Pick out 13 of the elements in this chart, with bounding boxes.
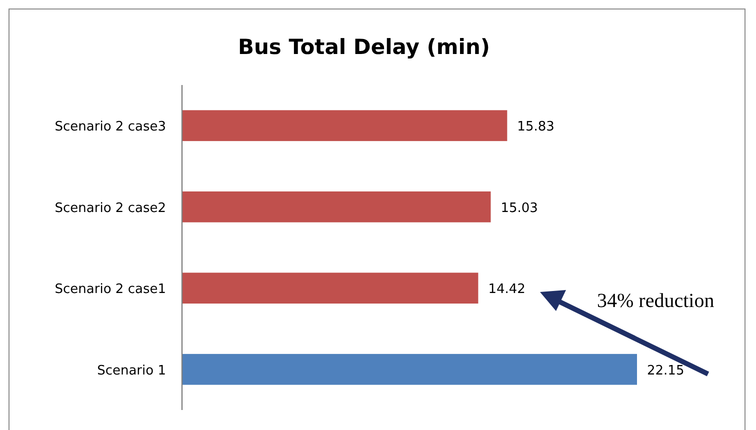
y-tick-label: Scenario 1 xyxy=(97,363,166,378)
y-tick-label: Scenario 2 case2 xyxy=(54,200,166,216)
bar xyxy=(182,272,478,304)
data-label: 15.03 xyxy=(500,200,538,216)
chart-title: Bus Total Delay (min) xyxy=(238,35,490,59)
annotation: 34% reduction xyxy=(597,290,714,312)
y-tick-label: Scenario 2 case3 xyxy=(54,120,166,135)
y-tick-label: Scenario 2 case1 xyxy=(54,282,166,298)
bar xyxy=(182,110,508,142)
data-label: 15.83 xyxy=(517,120,554,135)
data-label: 14.42 xyxy=(488,282,526,298)
bar xyxy=(182,191,491,222)
data-label: 22.15 xyxy=(647,363,684,378)
